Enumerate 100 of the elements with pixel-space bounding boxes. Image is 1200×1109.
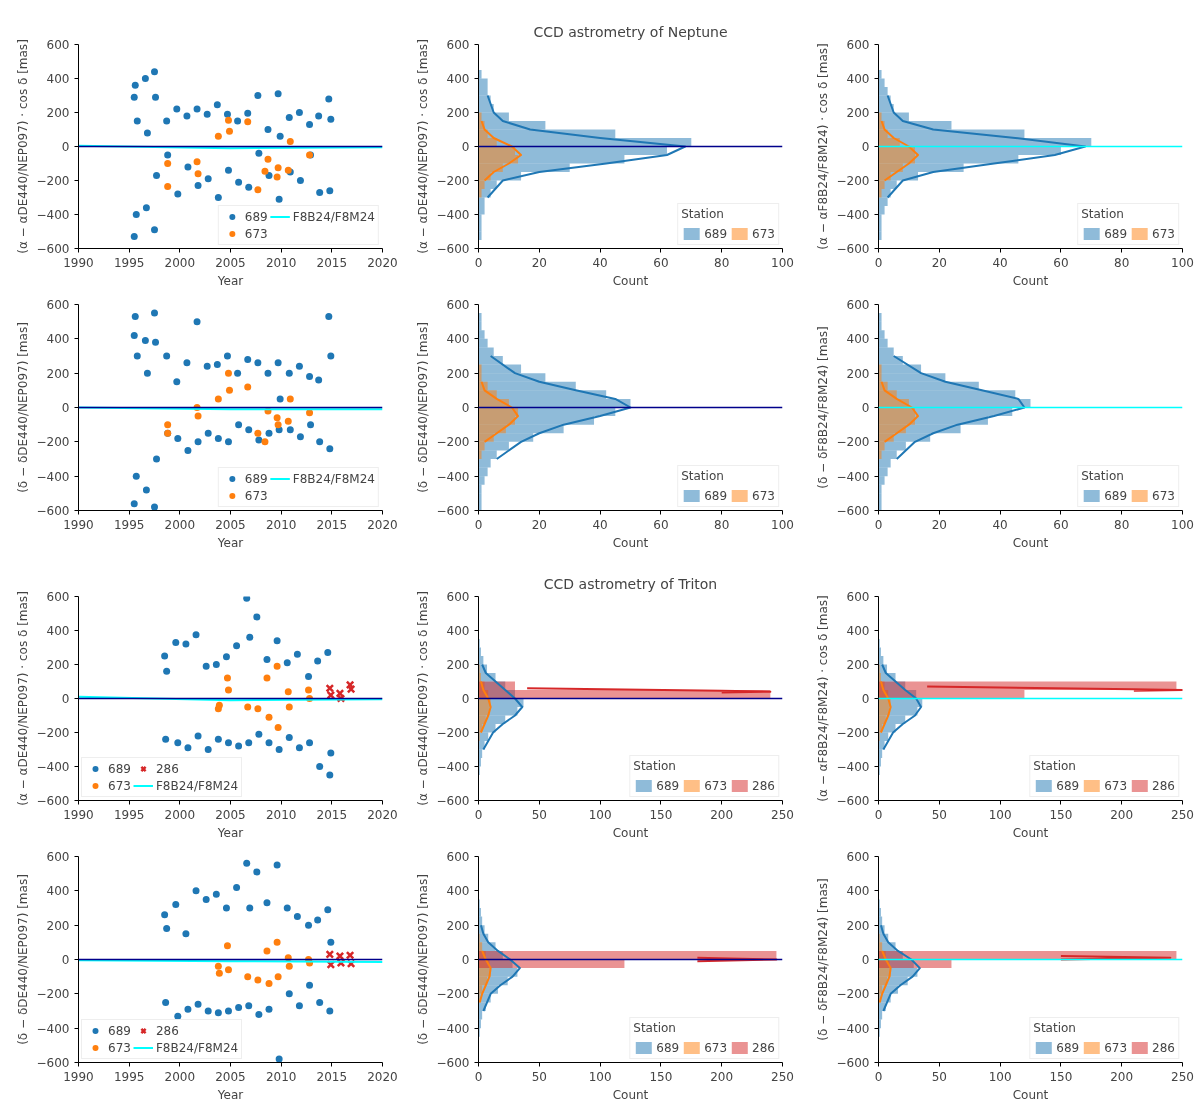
- y-axis-title: (α − αF8B24/F8M24) · cos δ [mas]: [815, 43, 830, 250]
- y-tick-label: −400: [436, 208, 470, 222]
- x-tick-label: 2005: [215, 255, 246, 270]
- x-tick-label: 1995: [113, 807, 145, 822]
- y-tick-label: −200: [436, 174, 470, 188]
- y-axis-title: (α − αDE440/NEP097) · cos δ [mas]: [415, 39, 430, 254]
- y-tick-label: −600: [36, 1056, 70, 1070]
- x-tick-label: 2010: [265, 517, 297, 532]
- legend-label: 689: [1056, 1040, 1080, 1055]
- x-tick-label: 1995: [113, 255, 145, 270]
- y-axis-title: (α − αF8B24/F8M24) · cos δ [mas]: [815, 595, 830, 802]
- x-tick-label: 150: [649, 1069, 673, 1084]
- x-tick-label: 150: [1049, 807, 1073, 822]
- y-tick-label: 600: [446, 850, 470, 864]
- legend-label: 673: [1152, 226, 1175, 241]
- legend-label: 689: [1056, 778, 1080, 793]
- x-tick-label: 1990: [63, 807, 94, 822]
- y-tick-label: 200: [46, 658, 70, 672]
- y-tick-label: 400: [846, 72, 870, 86]
- y-tick-label: 400: [846, 624, 870, 638]
- y-tick-label: 200: [46, 918, 70, 933]
- y-tick-label: 200: [46, 106, 70, 120]
- x-tick-label: 100: [988, 807, 1012, 822]
- y-tick-label: −200: [436, 987, 470, 1002]
- y-tick-label: 0: [61, 953, 70, 967]
- x-tick-label: 0: [474, 517, 483, 532]
- x-tick-label: 2020: [367, 255, 398, 270]
- y-tick-label: 600: [446, 298, 470, 312]
- x-tick-label: 0: [474, 807, 483, 822]
- legend-label: F8B24/F8M24: [155, 1040, 239, 1055]
- legend-title: Station: [1081, 469, 1125, 483]
- x-tick-label: 0: [874, 517, 883, 532]
- x-tick-label: 80: [1114, 255, 1130, 270]
- x-tick-label: 2015: [316, 807, 348, 822]
- y-tick-label: −400: [836, 1021, 870, 1036]
- x-axis-title: Count: [1012, 535, 1049, 550]
- y-tick-label: −400: [836, 760, 870, 774]
- y-tick-label: 600: [46, 850, 70, 864]
- x-tick-label: 2010: [265, 807, 297, 822]
- y-tick-label: −400: [36, 208, 70, 222]
- x-tick-label: 2015: [316, 517, 348, 532]
- x-tick-label: 100: [588, 1069, 612, 1084]
- x-axis-title: Year: [216, 825, 244, 840]
- x-tick-label: 0: [874, 807, 883, 822]
- y-tick-label: −600: [436, 504, 470, 518]
- legend-label: 286: [155, 1023, 179, 1038]
- x-tick-label: 0: [474, 1069, 483, 1084]
- x-axis-title: Year: [216, 273, 244, 288]
- x-tick-label: 60: [1053, 255, 1069, 270]
- y-tick-label: 400: [46, 332, 70, 347]
- y-tick-label: −600: [436, 242, 470, 256]
- y-tick-label: 600: [846, 590, 870, 604]
- y-tick-label: 0: [61, 692, 70, 706]
- x-tick-label: 100: [771, 255, 794, 270]
- y-tick-label: 400: [446, 884, 470, 899]
- y-axis-title: (δ − δDE440/NEP097) [mas]: [15, 874, 30, 1045]
- x-tick-label: 1990: [63, 255, 94, 270]
- x-tick-label: 2005: [215, 807, 246, 822]
- y-tick-label: 600: [446, 38, 470, 52]
- x-tick-label: 0: [874, 1069, 883, 1084]
- x-tick-label: 1990: [63, 1069, 94, 1084]
- x-axis-title: Count: [612, 1087, 649, 1102]
- legend-title: Station: [681, 207, 725, 221]
- x-axis-title: Count: [1012, 1087, 1049, 1102]
- legend-label: F8B24/F8M24: [155, 778, 239, 793]
- x-tick-label: 100: [1171, 255, 1194, 270]
- y-tick-label: −600: [36, 504, 70, 518]
- y-tick-label: 0: [61, 401, 70, 415]
- y-axis-title: (α − αDE440/NEP097) · cos δ [mas]: [15, 39, 30, 254]
- y-tick-label: −600: [436, 794, 470, 808]
- x-axis-title: Count: [612, 535, 649, 550]
- y-tick-label: −400: [36, 1021, 70, 1036]
- y-tick-label: −600: [836, 1056, 870, 1070]
- x-tick-label: 2020: [367, 807, 398, 822]
- legend-label: 689: [704, 226, 728, 241]
- x-tick-label: 2010: [265, 255, 297, 270]
- chart-title: CCD astrometry of Triton: [543, 575, 718, 592]
- y-tick-label: −600: [36, 242, 70, 256]
- x-axis-title: Year: [216, 1087, 244, 1102]
- y-tick-label: −600: [436, 1056, 470, 1070]
- x-tick-label: 50: [531, 807, 547, 822]
- legend-label: 286: [1152, 778, 1175, 793]
- legend-label: 689: [1104, 488, 1128, 503]
- y-tick-label: 200: [446, 918, 470, 933]
- x-tick-label: 200: [1110, 1069, 1134, 1084]
- y-tick-label: −200: [36, 435, 70, 450]
- x-tick-label: 20: [931, 255, 947, 270]
- x-tick-label: 20: [931, 517, 947, 532]
- legend-label: 673: [1104, 778, 1128, 793]
- legend-label: 673: [1152, 488, 1175, 503]
- y-tick-label: −200: [836, 987, 870, 1002]
- x-tick-label: 80: [1114, 517, 1130, 532]
- y-tick-label: 200: [46, 366, 70, 381]
- y-tick-label: 600: [846, 850, 870, 864]
- x-tick-label: 40: [992, 517, 1008, 532]
- legend-label: 286: [752, 778, 775, 793]
- y-tick-label: 400: [846, 332, 870, 347]
- y-tick-label: −400: [836, 208, 870, 222]
- y-tick-label: 600: [46, 38, 70, 52]
- legend-label: 286: [155, 761, 179, 776]
